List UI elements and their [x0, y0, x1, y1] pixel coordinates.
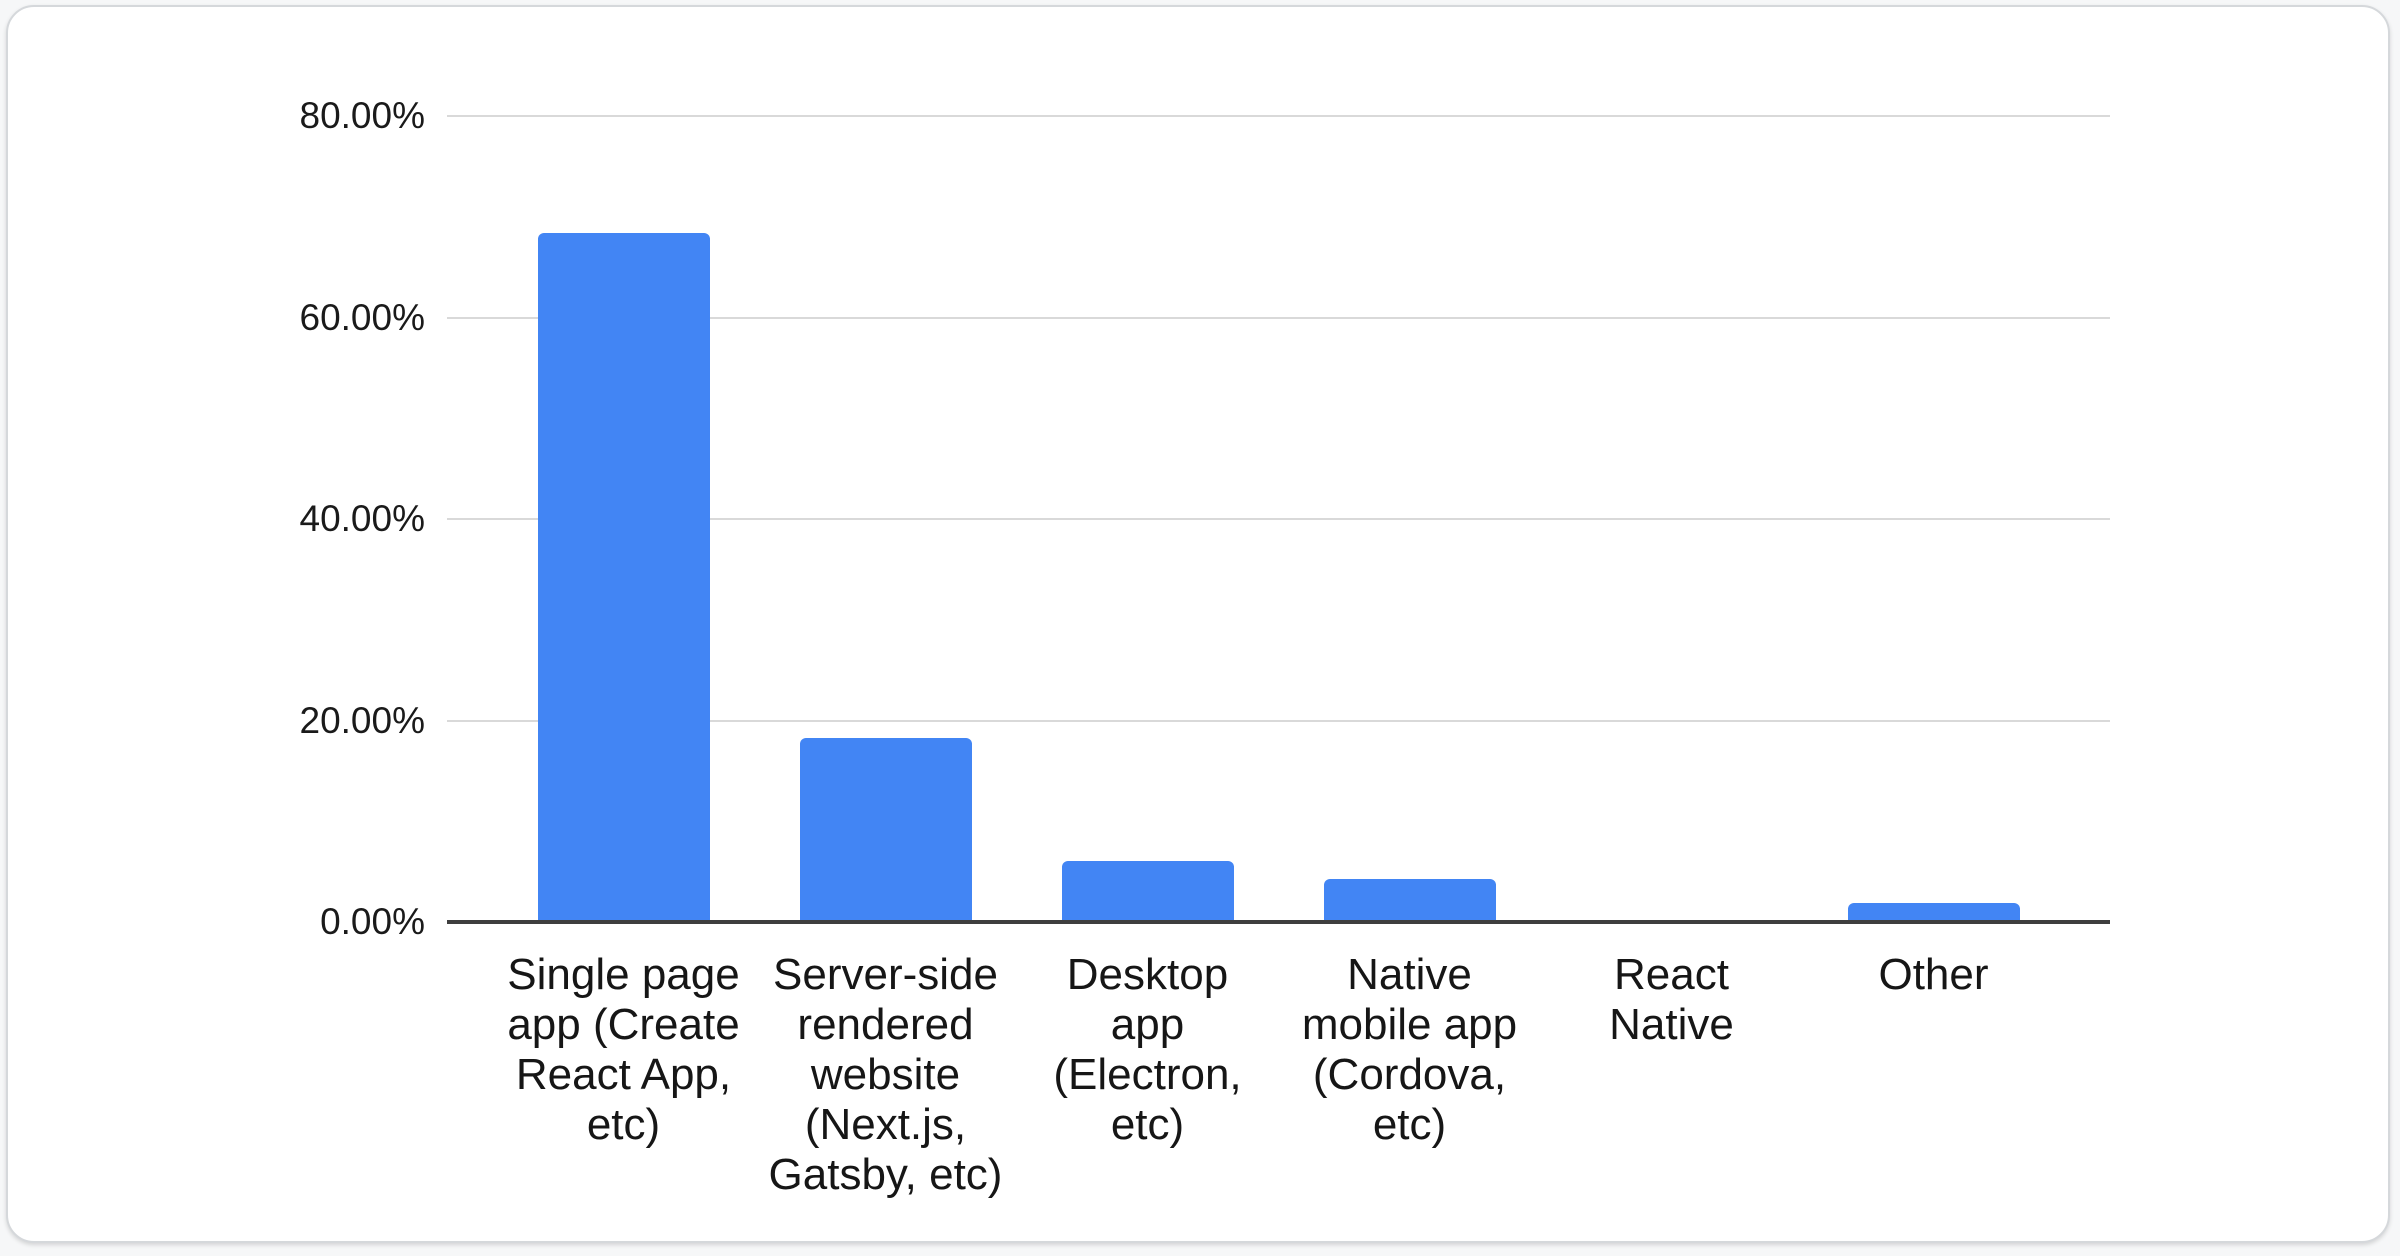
gridline — [447, 316, 2110, 319]
x-tick-label: React Native — [1609, 950, 1734, 1049]
bar[interactable] — [1323, 879, 1496, 922]
x-tick-label: Other — [1878, 950, 1989, 999]
gridline — [447, 518, 2110, 520]
y-tick-label: 80.00% — [299, 95, 426, 136]
gridline — [447, 115, 2110, 117]
y-tick-label: 0.00% — [320, 901, 425, 942]
y-tick-label: 60.00% — [299, 296, 426, 338]
y-tick-label: 40.00% — [299, 498, 426, 539]
y-tick-label: 20.00% — [299, 699, 426, 741]
x-tick-label: Native mobile app (Cordova, etc) — [1301, 950, 1518, 1149]
bar[interactable] — [799, 738, 972, 922]
bar[interactable] — [1847, 903, 2020, 922]
bar[interactable] — [1061, 861, 1234, 922]
x-tick-label: Desktop app (Electron, etc) — [1053, 950, 1242, 1149]
bar[interactable] — [537, 233, 710, 922]
chart-card — [6, 5, 2390, 1243]
x-axis-line — [447, 920, 2110, 924]
gridline — [447, 719, 2110, 722]
x-tick-label: Single page app (Create React App, etc) — [507, 950, 740, 1149]
x-tick-label: Server-side rendered website (Next.js, G… — [768, 950, 1003, 1199]
